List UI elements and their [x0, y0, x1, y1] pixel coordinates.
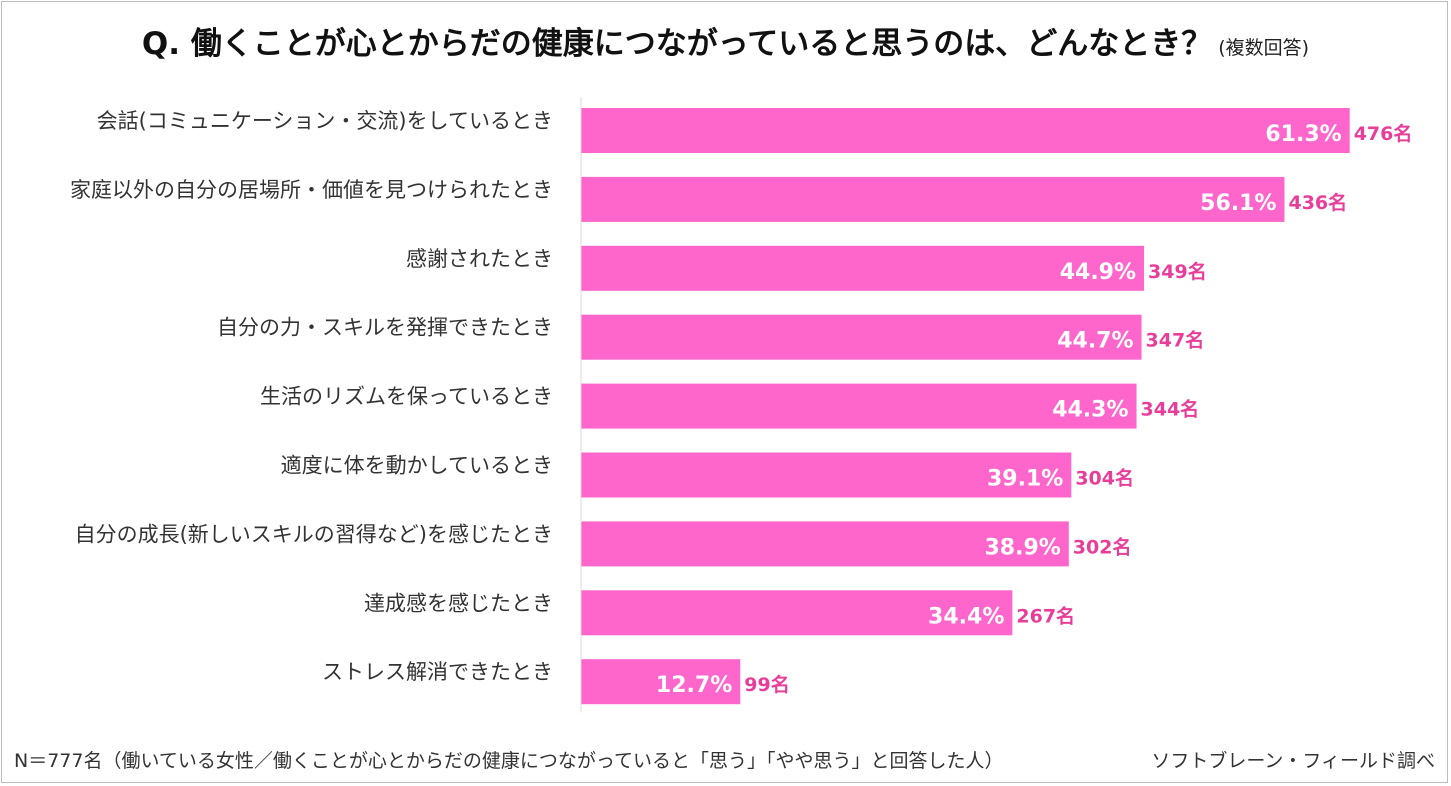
count-label: 304名 — [1075, 467, 1134, 490]
count-label: 476名 — [1354, 122, 1413, 145]
percent-label: 44.7% — [1057, 329, 1133, 354]
title-question: Q. 働くことが心とからだの健康につながっていると思うのは、どんなとき？ — [141, 26, 1213, 62]
source-credit: ソフトブレーン・フィールド調べ — [1151, 750, 1435, 772]
bar — [581, 452, 1072, 498]
percent-label: 44.3% — [1052, 398, 1128, 423]
percent-label: 44.9% — [1060, 260, 1136, 285]
bar — [581, 659, 741, 705]
bar — [581, 108, 1350, 153]
count-label: 347名 — [1146, 329, 1205, 352]
percent-label: 12.7% — [656, 673, 732, 698]
count-label: 267名 — [1016, 604, 1075, 627]
count-label: 436名 — [1288, 191, 1347, 214]
category-label: 感謝されたとき — [406, 247, 553, 271]
category-label: 生活のリズムを保っているとき — [260, 385, 553, 409]
chart-title: Q. 働くことが心とからだの健康につながっていると思うのは、どんなとき？ (複数回… — [0, 18, 1451, 63]
bar — [581, 314, 1142, 360]
category-label: 自分の力・スキルを発揮できたとき — [217, 316, 553, 340]
count-label: 99名 — [744, 673, 789, 696]
category-label: 会話(コミュニケーション・交流)をしているとき — [97, 109, 553, 133]
category-label: ストレス解消できたとき — [322, 660, 553, 684]
bar — [581, 245, 1145, 291]
percent-label: 39.1% — [987, 467, 1063, 492]
category-label: 自分の成長(新しいスキルの習得など)を感じたとき — [75, 522, 553, 546]
count-label: 344名 — [1141, 398, 1200, 421]
bar — [581, 383, 1137, 429]
percent-label: 61.3% — [1265, 122, 1341, 147]
count-label: 302名 — [1073, 535, 1132, 558]
count-label: 349名 — [1148, 260, 1207, 283]
percent-label: 34.4% — [928, 604, 1004, 629]
category-label: 適度に体を動かしているとき — [281, 454, 553, 478]
percent-label: 56.1% — [1200, 191, 1276, 216]
bar — [581, 521, 1069, 567]
title-subtitle: (複数回答) — [1218, 37, 1310, 59]
sample-size-note: N＝777名（働いている女性／働くことが心とからだの健康につながっていると「思う… — [14, 750, 1004, 772]
percent-label: 38.9% — [984, 535, 1060, 560]
category-label: 家庭以外の自分の居場所・価値を見つけられたとき — [70, 178, 553, 202]
category-label: 達成感を感じたとき — [364, 591, 553, 615]
bar — [581, 590, 1013, 636]
bar — [581, 176, 1285, 222]
